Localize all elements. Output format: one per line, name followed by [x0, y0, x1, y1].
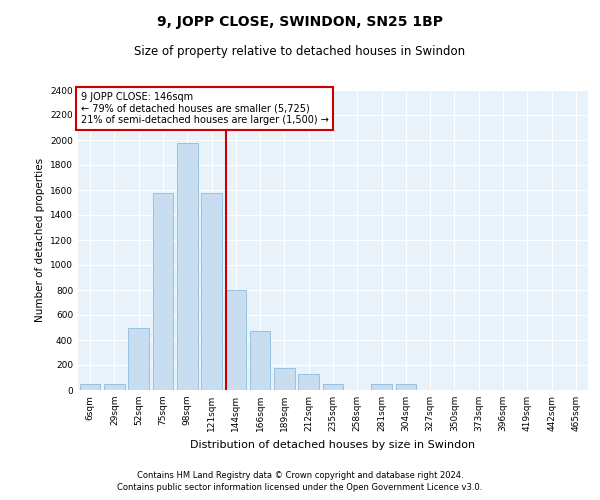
Bar — [226, 290, 246, 390]
Text: Size of property relative to detached houses in Swindon: Size of property relative to detached ho… — [134, 45, 466, 58]
Bar — [177, 143, 197, 390]
Bar — [298, 374, 319, 390]
X-axis label: Distribution of detached houses by size in Swindon: Distribution of detached houses by size … — [190, 440, 476, 450]
Text: 9, JOPP CLOSE, SWINDON, SN25 1BP: 9, JOPP CLOSE, SWINDON, SN25 1BP — [157, 15, 443, 29]
Bar — [323, 384, 343, 390]
Bar — [371, 384, 392, 390]
Bar — [104, 384, 125, 390]
Bar — [201, 193, 222, 390]
Text: Contains public sector information licensed under the Open Government Licence v3: Contains public sector information licen… — [118, 484, 482, 492]
Text: 9 JOPP CLOSE: 146sqm
← 79% of detached houses are smaller (5,725)
21% of semi-de: 9 JOPP CLOSE: 146sqm ← 79% of detached h… — [80, 92, 328, 124]
Bar — [274, 368, 295, 390]
Bar — [80, 384, 100, 390]
Y-axis label: Number of detached properties: Number of detached properties — [35, 158, 44, 322]
Bar — [152, 193, 173, 390]
Bar — [395, 384, 416, 390]
Text: Contains HM Land Registry data © Crown copyright and database right 2024.: Contains HM Land Registry data © Crown c… — [137, 471, 463, 480]
Bar — [128, 328, 149, 390]
Bar — [250, 330, 271, 390]
